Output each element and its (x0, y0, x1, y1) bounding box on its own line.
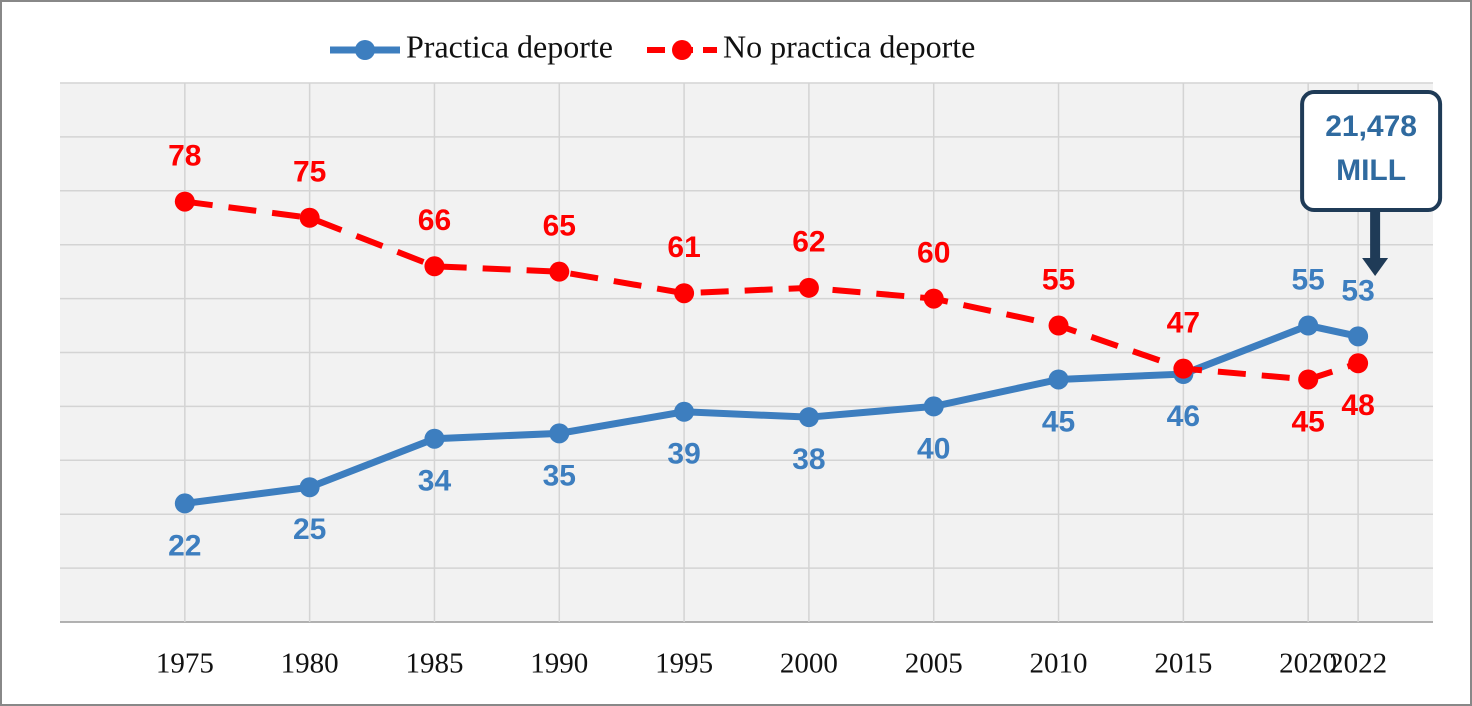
point (424, 256, 445, 277)
data-label: 47 (1167, 307, 1200, 340)
point (1298, 369, 1319, 390)
data-label: 66 (418, 204, 451, 237)
x-tick-label: 2020 (1279, 648, 1337, 680)
point (1048, 315, 1069, 336)
data-label: 75 (293, 156, 326, 189)
data-label: 35 (543, 459, 576, 492)
point (674, 401, 695, 422)
point (798, 407, 819, 428)
point (549, 423, 570, 444)
annotation-arrow-shaft (1370, 210, 1381, 258)
point (174, 493, 195, 514)
data-label: 53 (1341, 274, 1374, 307)
point (424, 428, 445, 449)
x-tick-label: 1990 (530, 648, 588, 680)
point (299, 207, 320, 228)
data-label: 55 (1291, 263, 1324, 296)
point (1348, 353, 1369, 374)
point (1173, 358, 1194, 379)
data-label: 65 (543, 210, 576, 243)
data-label: 46 (1167, 400, 1200, 433)
data-label: 38 (792, 443, 825, 476)
x-tick-label: 2010 (1030, 648, 1088, 680)
x-tick-label: 1980 (281, 648, 339, 680)
x-tick-label: 2015 (1154, 648, 1212, 680)
point (674, 283, 695, 304)
legend-marker (355, 40, 375, 60)
x-tick-label: 1985 (405, 648, 463, 680)
data-label: 61 (667, 231, 700, 264)
data-label: 25 (293, 513, 326, 546)
point (549, 261, 570, 282)
x-tick-label: 2005 (905, 648, 963, 680)
point (923, 396, 944, 417)
annotation-arrow-head (1362, 258, 1389, 276)
legend-label: Practica deporte (406, 28, 613, 64)
x-tick-label: 2022 (1329, 648, 1387, 680)
legend: Practica deporte No practica deporte (330, 28, 975, 64)
point (1298, 315, 1319, 336)
data-label: 48 (1341, 389, 1374, 422)
data-label: 78 (168, 140, 201, 173)
x-tick-label: 1975 (156, 648, 214, 680)
legend-marker (672, 40, 692, 60)
x-tick-label: 1995 (655, 648, 713, 680)
x-tick-label: 2000 (780, 648, 838, 680)
data-label: 60 (917, 237, 950, 270)
data-label: 40 (917, 432, 950, 465)
data-label: 34 (418, 465, 452, 498)
data-label: 39 (667, 438, 700, 471)
point (798, 277, 819, 298)
annotation-text: 21,478 (1325, 110, 1417, 143)
point (923, 288, 944, 309)
legend-label: No practica deporte (723, 28, 975, 64)
point (174, 191, 195, 212)
point (1048, 369, 1069, 390)
data-label: 22 (168, 529, 201, 562)
point (1348, 326, 1369, 347)
data-label: 62 (792, 226, 825, 259)
data-label: 55 (1042, 263, 1075, 296)
data-label: 45 (1291, 405, 1324, 438)
point (299, 477, 320, 498)
annotation-text: MILL (1336, 154, 1406, 187)
data-label: 45 (1042, 405, 1075, 438)
